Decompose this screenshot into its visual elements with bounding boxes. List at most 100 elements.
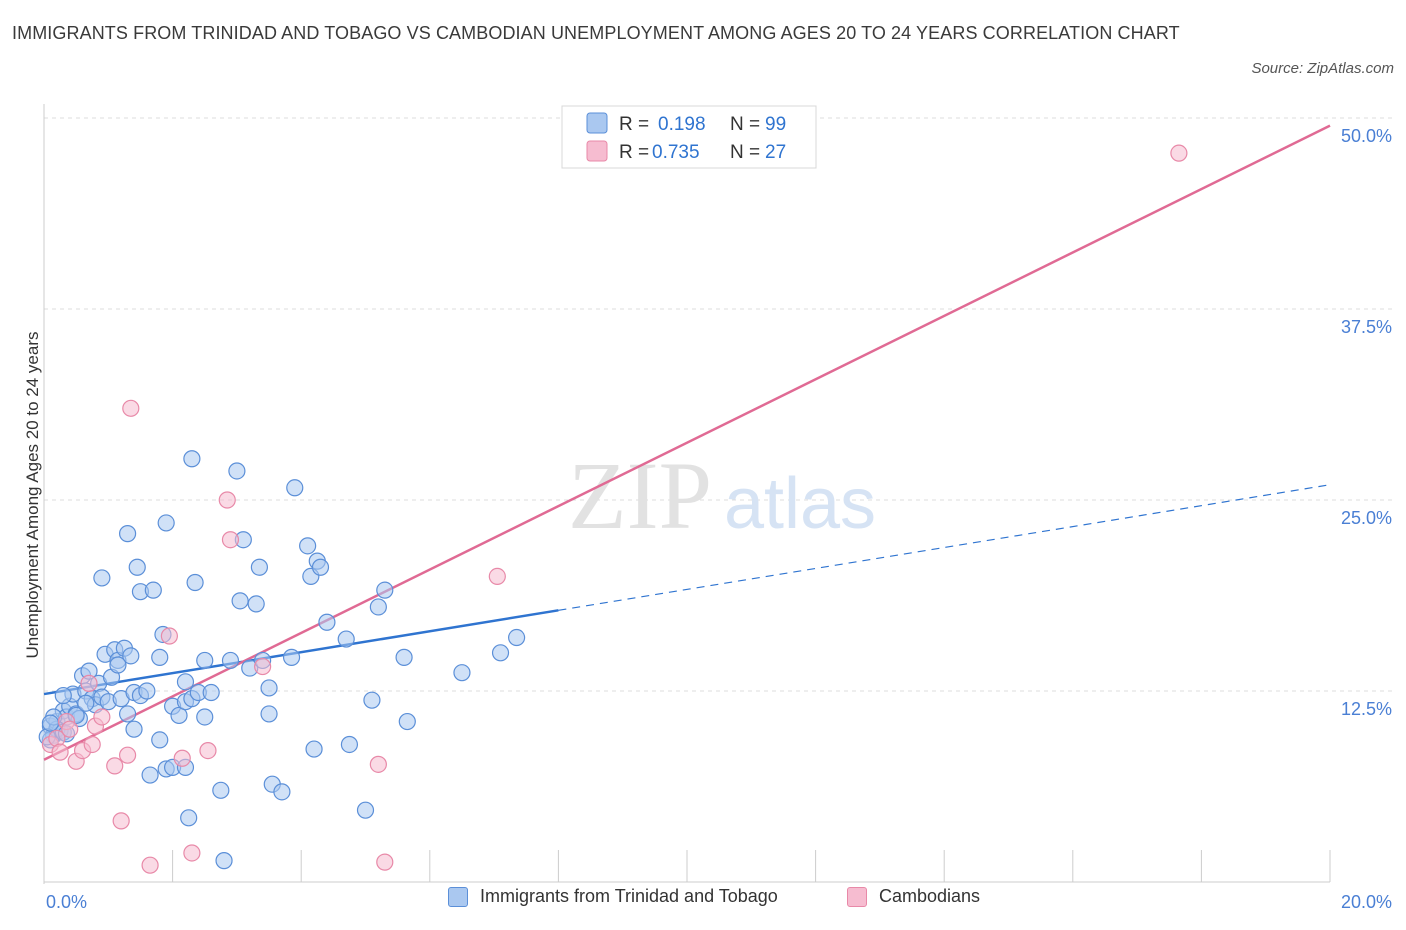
cambodian-point-24	[488, 567, 506, 586]
tick-labels: 12.5% 25.0% 37.5% 50.0% 0.0% 20.0%	[46, 126, 1392, 912]
trinidad-point-87	[398, 712, 416, 731]
bottom-legend-label-trinidad: Immigrants from Trinidad and Tobago	[480, 886, 778, 906]
cambodian-point-2	[51, 743, 69, 761]
cambodian-point-22	[254, 657, 272, 676]
trinidad-point-90	[491, 644, 510, 662]
trinidad-point-72	[273, 783, 291, 801]
cambodian-point-26	[1170, 144, 1188, 162]
trinidad-point-62	[228, 462, 246, 480]
y-tick-label-1: 25.0%	[1341, 508, 1392, 528]
legend-r-value-1: 0.198	[658, 114, 706, 135]
trinidad-point-98	[41, 714, 60, 732]
x-tick-label-1: 20.0%	[1341, 892, 1392, 912]
y-tick-label-0: 12.5%	[1341, 699, 1392, 719]
bottom-legend: Immigrants from Trinidad and Tobago Camb…	[0, 886, 1406, 918]
cambodian-point-12	[112, 812, 130, 830]
watermark-atlas: atlas	[724, 464, 876, 544]
trinidad-point-61	[221, 651, 240, 670]
cambodian-point-11	[106, 757, 124, 775]
bottom-legend-item-trinidad: Immigrants from Trinidad and Tobago	[448, 886, 778, 907]
legend-n-label-2: N =	[730, 142, 760, 163]
trinidad-point-35	[138, 682, 156, 700]
bottom-legend-label-cambodian: Cambodians	[879, 886, 981, 906]
cambodian-point-10	[93, 708, 111, 726]
cambodian-point-7	[80, 674, 98, 692]
trinidad-point-54	[186, 573, 204, 592]
trinidad-point-39	[144, 581, 162, 599]
cambodian-point-15	[141, 856, 159, 874]
y-tick-label-3: 50.0%	[1341, 126, 1392, 146]
legend-n-label-1: N =	[730, 114, 760, 135]
trinidad-point-52	[180, 809, 198, 827]
trinidad-point-70	[260, 705, 278, 723]
y-axis-label: Unemployment Among Ages 20 to 24 years	[23, 332, 42, 659]
trend-line-trinidad-dashed	[558, 484, 1331, 611]
trinidad-point-74	[286, 479, 304, 497]
watermark: ZIP atlas	[568, 442, 876, 549]
cambodian-point-25	[369, 755, 387, 773]
cambodian-point-4	[61, 720, 79, 738]
trinidad-point-77	[305, 740, 323, 758]
series-trinidad-points	[38, 450, 526, 870]
legend-r-label-1: R =	[619, 114, 649, 135]
trinidad-point-56	[196, 651, 214, 670]
trinidad-point-96	[77, 694, 95, 712]
trinidad-point-59	[212, 781, 230, 799]
trinidad-point-60	[215, 852, 233, 870]
trinidad-point-67	[250, 558, 269, 576]
trinidad-point-88	[453, 664, 471, 682]
trinidad-point-85	[376, 581, 394, 599]
trinidad-point-44	[157, 514, 175, 532]
trinidad-point-91	[508, 628, 526, 647]
cambodian-point-18	[183, 844, 201, 862]
trinidad-point-92	[54, 686, 72, 705]
legend: R = 0.198 N = 99 R = 0.735 N = 27	[561, 105, 817, 169]
bottom-legend-item-cambodian: Cambodians	[847, 886, 980, 907]
cambodian-point-23	[376, 853, 394, 871]
bottom-legend-swatch-blue	[448, 886, 468, 907]
cambodian-point-14	[122, 399, 140, 417]
trinidad-point-30	[109, 656, 127, 674]
legend-r-label-2: R =	[619, 142, 649, 163]
bottom-legend-swatch-pink	[847, 886, 867, 907]
legend-n-value-2: 27	[765, 142, 786, 163]
trinidad-point-79	[311, 558, 330, 576]
trinidad-point-80	[318, 613, 336, 631]
trinidad-point-53	[183, 450, 201, 468]
trinidad-point-32	[118, 525, 137, 543]
legend-swatch-pink	[586, 140, 608, 162]
trinidad-point-46	[170, 706, 188, 725]
cambodian-point-20	[221, 531, 240, 549]
trinidad-point-28	[122, 647, 140, 665]
y-tick-label-2: 37.5%	[1341, 317, 1392, 337]
trinidad-point-89	[369, 598, 387, 616]
cambodian-point-13	[118, 746, 137, 764]
trinidad-point-82	[340, 735, 359, 754]
legend-r-value-2: 0.735	[652, 142, 700, 163]
axes	[43, 104, 1331, 884]
legend-swatch-blue	[586, 112, 608, 134]
trinidad-point-38	[141, 766, 159, 784]
watermark-zip: ZIP	[568, 442, 712, 549]
trinidad-point-69	[260, 679, 278, 697]
trinidad-point-37	[128, 558, 146, 576]
trinidad-point-81	[337, 630, 355, 648]
trinidad-point-86	[395, 648, 413, 666]
cambodian-point-8	[83, 735, 101, 754]
trinidad-point-57	[196, 708, 214, 726]
cambodian-point-16	[160, 627, 178, 645]
chart-title: IMMIGRANTS FROM TRINIDAD AND TOBAGO VS C…	[12, 23, 1180, 43]
trinidad-point-29	[125, 720, 143, 738]
trinidad-point-47	[176, 673, 195, 691]
trend-line-trinidad-solid	[43, 609, 559, 696]
trinidad-point-66	[247, 595, 265, 613]
trinidad-point-73	[282, 648, 301, 666]
trinidad-point-63	[231, 592, 249, 610]
trinidad-point-27	[118, 705, 137, 723]
series-cambodian-points	[41, 144, 1188, 874]
legend-n-value-1: 99	[765, 114, 786, 135]
cambodian-point-17	[173, 749, 191, 767]
trinidad-point-40	[151, 648, 169, 666]
trinidad-point-31	[93, 569, 111, 587]
